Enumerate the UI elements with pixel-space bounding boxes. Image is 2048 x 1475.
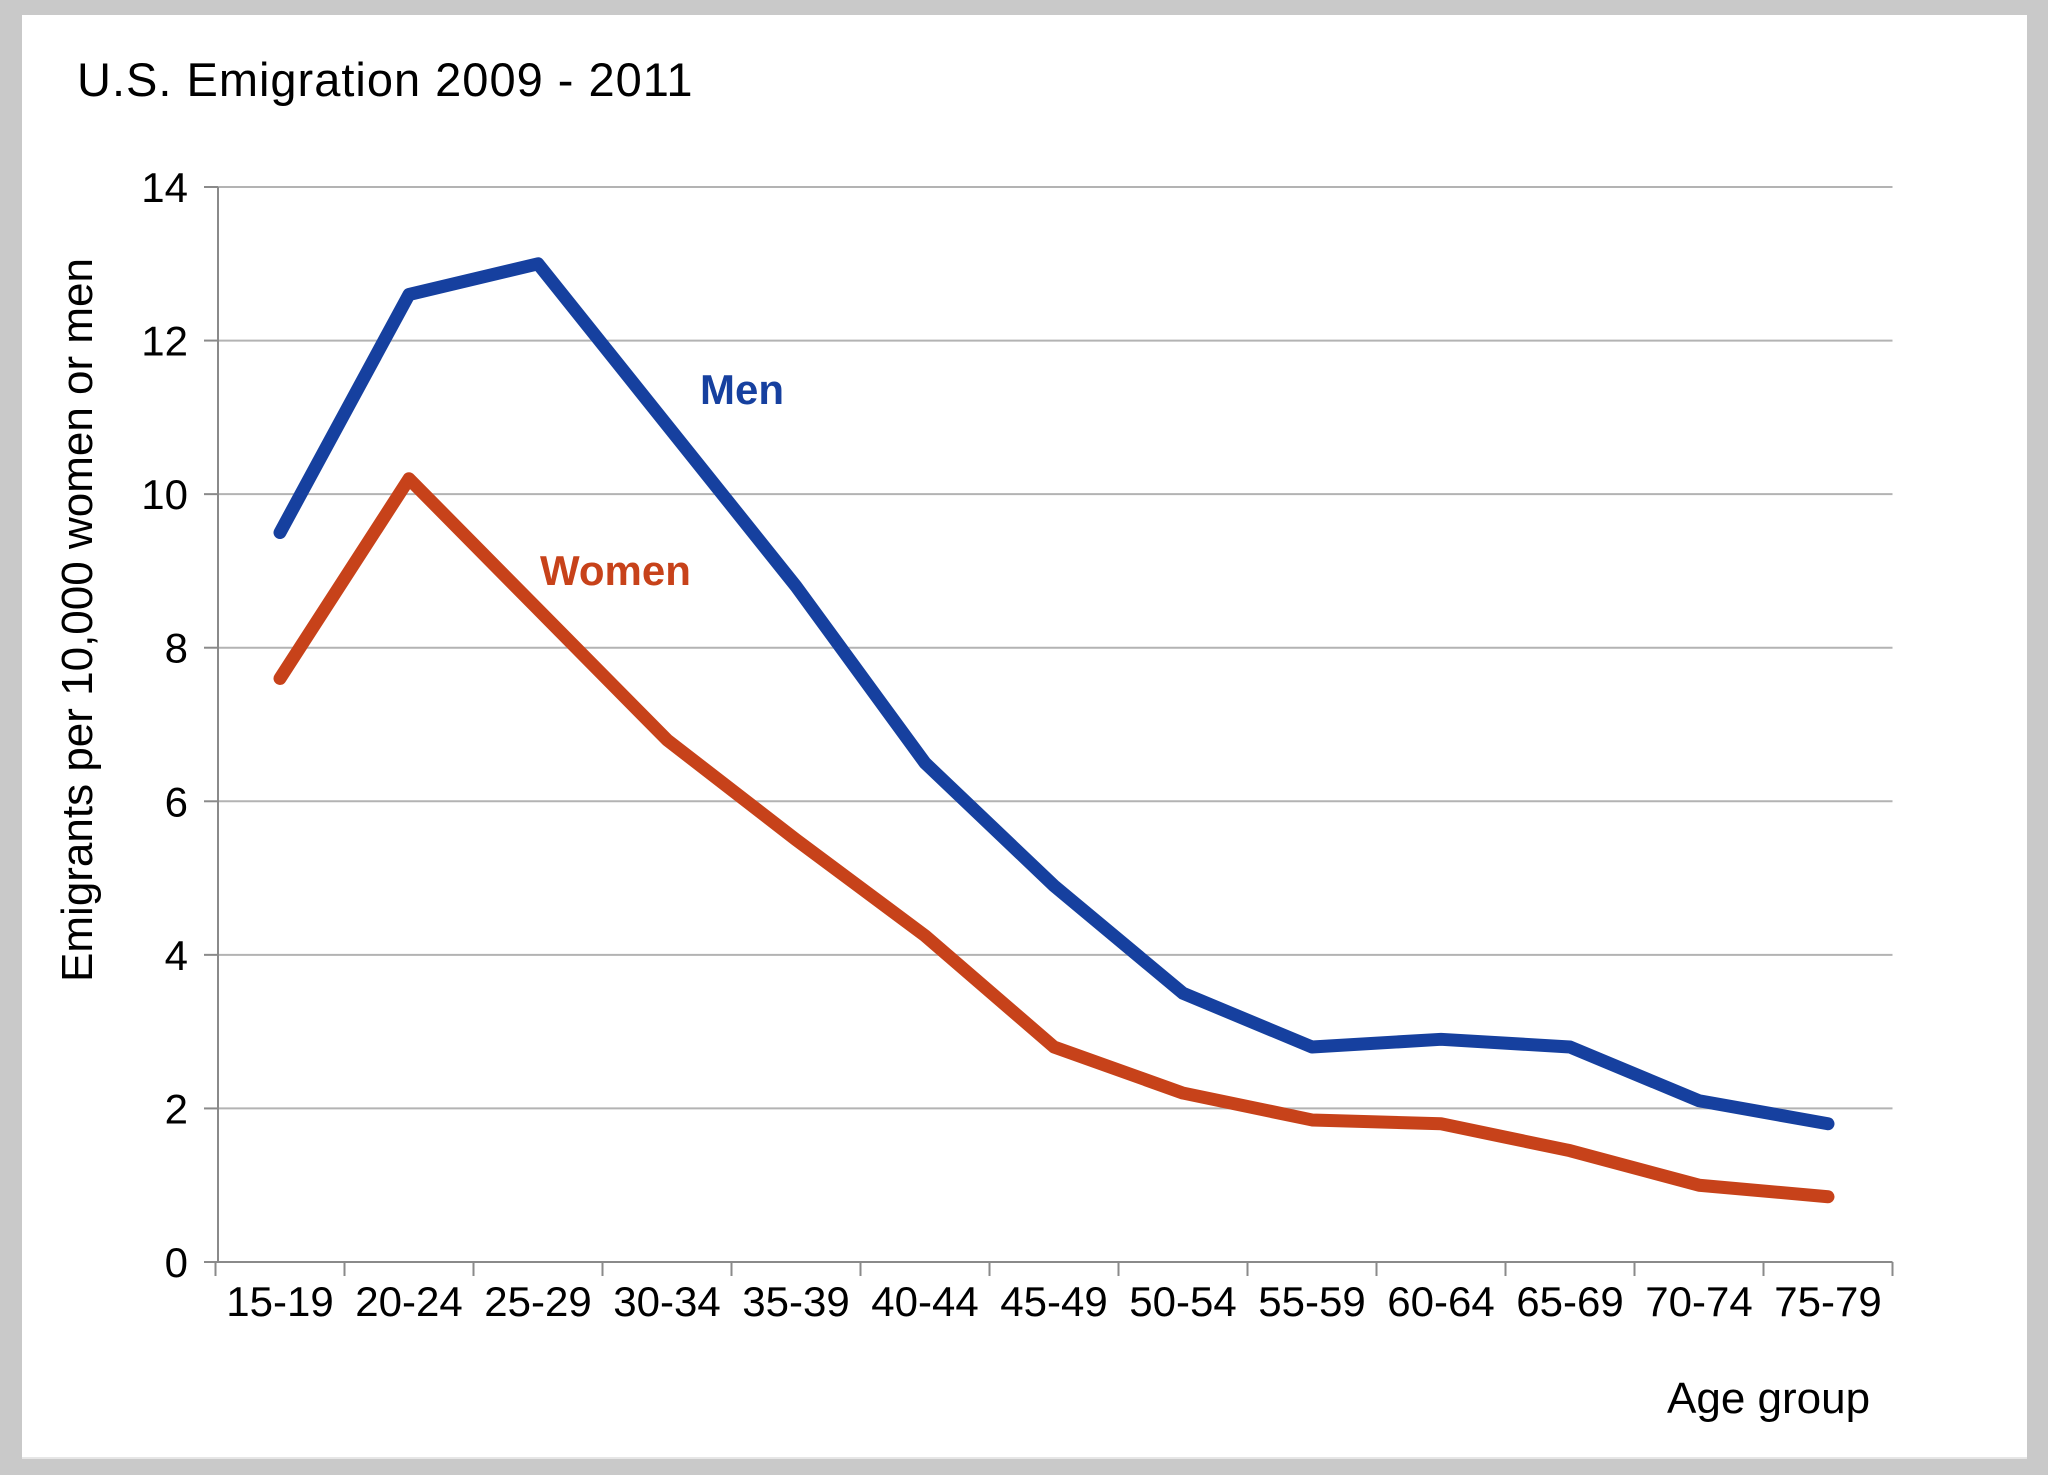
x-tick-label: 40-44 (871, 1278, 978, 1325)
y-tick-label: 6 (165, 778, 188, 825)
axis-tick-labels: 0 2 4 6 8 10 12 14 15-19 20-24 25-29 30-34 35-39 40-4… (141, 164, 1881, 1325)
x-tick-label: 15-19 (226, 1278, 333, 1325)
axes (204, 186, 1894, 1276)
series-lines (273, 257, 1835, 1204)
x-tick-label: 55-59 (1258, 1278, 1365, 1325)
chart-panel (22, 15, 2027, 1459)
x-tick-label: 70-74 (1645, 1278, 1752, 1325)
x-tick-label: 20-24 (355, 1278, 462, 1325)
x-tick-label: 60-64 (1387, 1278, 1494, 1325)
gridlines (218, 186, 1893, 1110)
x-tick-label: 50-54 (1129, 1278, 1236, 1325)
x-tick-label: 45-49 (1000, 1278, 1107, 1325)
y-tick-label: 10 (141, 471, 188, 518)
y-tick-label: 12 (141, 318, 188, 365)
y-tick-label: 0 (165, 1239, 188, 1286)
x-axis-title: Age group (1667, 1374, 1871, 1423)
chart-title: U.S. Emigration 2009 - 2011 (77, 53, 694, 106)
y-tick-label: 8 (165, 625, 188, 672)
y-tick-label: 2 (165, 1085, 188, 1132)
series-line-men (273, 257, 1835, 1131)
series-line-women (273, 472, 1835, 1204)
x-tick-label: 35-39 (742, 1278, 849, 1325)
series-label-men: Men (700, 366, 784, 413)
x-tick-label: 65-69 (1516, 1278, 1623, 1325)
x-tick-label: 25-29 (484, 1278, 591, 1325)
y-tick-label: 14 (141, 164, 188, 211)
x-tick-label: 75-79 (1774, 1278, 1881, 1325)
x-tick-label: 30-34 (613, 1278, 720, 1325)
y-tick-label: 4 (165, 932, 188, 979)
series-label-women: Women (540, 547, 691, 594)
